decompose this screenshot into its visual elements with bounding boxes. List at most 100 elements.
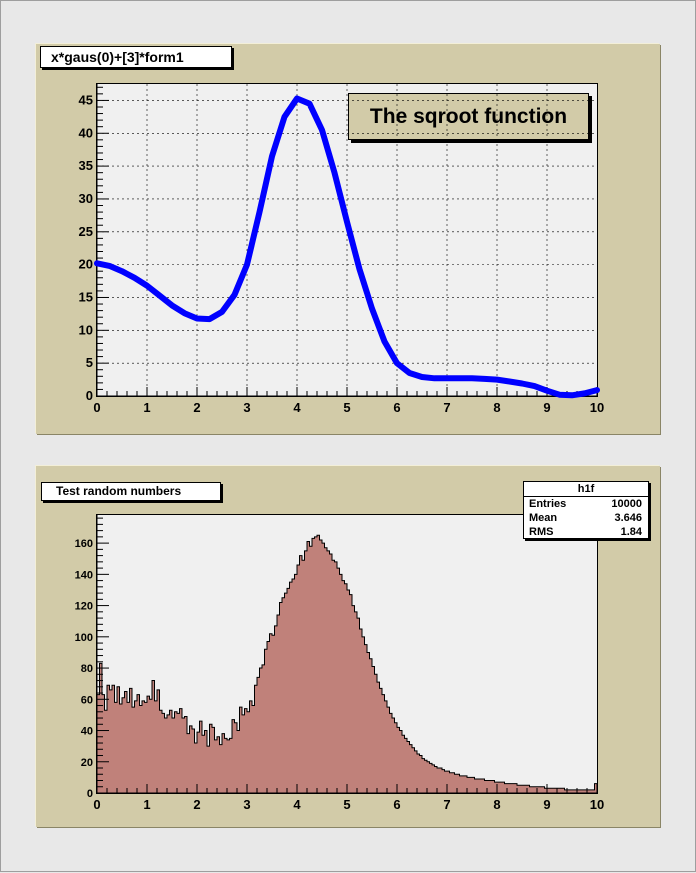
x-tick-label: 6 <box>393 797 400 812</box>
histogram-bar <box>409 744 413 793</box>
histogram-bar <box>442 769 445 793</box>
histogram-bar <box>314 536 318 793</box>
histogram-bar <box>309 546 313 793</box>
histogram-bar <box>297 564 300 793</box>
histogram-bar <box>304 550 308 793</box>
stats-label: Mean <box>529 512 558 524</box>
histogram-bar <box>547 788 550 793</box>
histogram-bar <box>549 788 553 793</box>
histogram-bar <box>222 733 225 793</box>
histogram-bar <box>277 614 280 793</box>
histogram-bar <box>124 691 128 793</box>
x-tick-label: 5 <box>343 400 350 415</box>
histogram-bar <box>129 688 133 793</box>
histogram-bar <box>319 539 323 793</box>
histogram-bar <box>422 758 425 793</box>
y-tick-label: 140 <box>75 569 93 581</box>
histogram-bar <box>552 788 555 793</box>
histogram-bar <box>242 714 245 793</box>
stats-box: h1f Entries 10000 Mean 3.646 RMS 1.84 <box>523 481 649 539</box>
histogram-bar <box>112 685 115 793</box>
histogram-bar <box>449 772 453 793</box>
histogram-bar <box>212 727 215 793</box>
histogram-bar <box>324 547 328 793</box>
histogram-bar <box>134 700 138 793</box>
histogram-bar <box>202 735 205 793</box>
histogram-bar <box>512 783 515 793</box>
histogram-bar <box>537 786 540 793</box>
x-tick-label: 6 <box>393 400 400 415</box>
histogram-bar <box>509 783 513 793</box>
histogram-bar <box>384 700 388 793</box>
x-tick-label: 3 <box>243 400 250 415</box>
histogram-bar <box>174 711 178 793</box>
histogram-bar <box>179 708 183 793</box>
histogram-bar <box>142 700 145 793</box>
histogram-bar <box>114 702 118 793</box>
histogram-bar <box>289 582 293 793</box>
histogram-bar <box>587 789 590 793</box>
histogram-bar <box>194 743 198 793</box>
histogram-bar <box>444 771 448 793</box>
histogram-bar <box>459 775 463 793</box>
histogram-bar <box>439 768 443 793</box>
histogram-bar <box>414 750 418 793</box>
histogram-bar <box>252 705 255 793</box>
histogram-bar <box>287 588 290 793</box>
histogram-bar <box>127 702 130 793</box>
y-tick-label: 0 <box>87 788 93 800</box>
histogram-bar <box>239 707 243 793</box>
histogram-bar <box>544 788 548 793</box>
histogram-bar <box>524 785 528 793</box>
histogram-bar <box>387 707 390 793</box>
histogram-bar <box>274 625 278 793</box>
x-tick-label: 2 <box>193 797 200 812</box>
histogram-bar <box>334 561 338 793</box>
stats-row-mean: Mean 3.646 <box>524 511 648 525</box>
stats-value: 1.84 <box>620 526 642 538</box>
histogram-bar <box>419 755 423 793</box>
histogram-bar <box>182 718 185 793</box>
histogram-bar <box>429 763 433 793</box>
x-tick-label: 0 <box>93 400 100 415</box>
histogram-bar <box>534 786 538 793</box>
histogram-bar <box>472 777 475 793</box>
histogram-bar <box>539 786 543 793</box>
histogram-bar <box>529 786 533 793</box>
y-tick-label: 40 <box>81 726 93 738</box>
histogram-bar <box>254 685 258 793</box>
histogram-bar <box>437 768 440 793</box>
x-tick-label: 3 <box>243 797 250 812</box>
histogram-bar <box>329 554 333 793</box>
x-tick-label: 7 <box>443 400 450 415</box>
histogram-bar <box>282 597 285 793</box>
histogram-bar <box>332 560 335 793</box>
histogram-bar <box>269 633 273 793</box>
histogram-bar <box>219 744 223 793</box>
histogram-bar <box>579 789 583 793</box>
histogram-bar <box>354 611 358 793</box>
histogram-bar <box>279 602 283 793</box>
histogram-bar <box>542 786 545 793</box>
y-tick-label: 20 <box>79 257 93 272</box>
y-tick-label: 100 <box>75 632 93 644</box>
histogram-bar <box>199 721 203 793</box>
histogram-bar <box>347 589 350 793</box>
histogram-bar <box>167 714 170 793</box>
x-tick-label: 4 <box>293 400 301 415</box>
y-tick-label: 30 <box>79 191 93 206</box>
histogram-bar <box>237 730 240 793</box>
histogram-bar <box>284 593 288 793</box>
histogram-bar <box>307 541 310 793</box>
histogram-bar <box>392 718 395 793</box>
x-tick-label: 10 <box>590 400 604 415</box>
histogram-bar <box>137 694 140 793</box>
histogram-title: Test random numbers <box>41 482 221 501</box>
histogram-bar <box>474 778 478 793</box>
histogram-bar <box>469 777 473 793</box>
histogram-bar <box>417 753 420 793</box>
function-legend: The sqroot function <box>348 93 589 140</box>
histogram-bar <box>577 789 580 793</box>
histogram-bar <box>249 700 253 793</box>
histogram-bar <box>132 707 135 793</box>
